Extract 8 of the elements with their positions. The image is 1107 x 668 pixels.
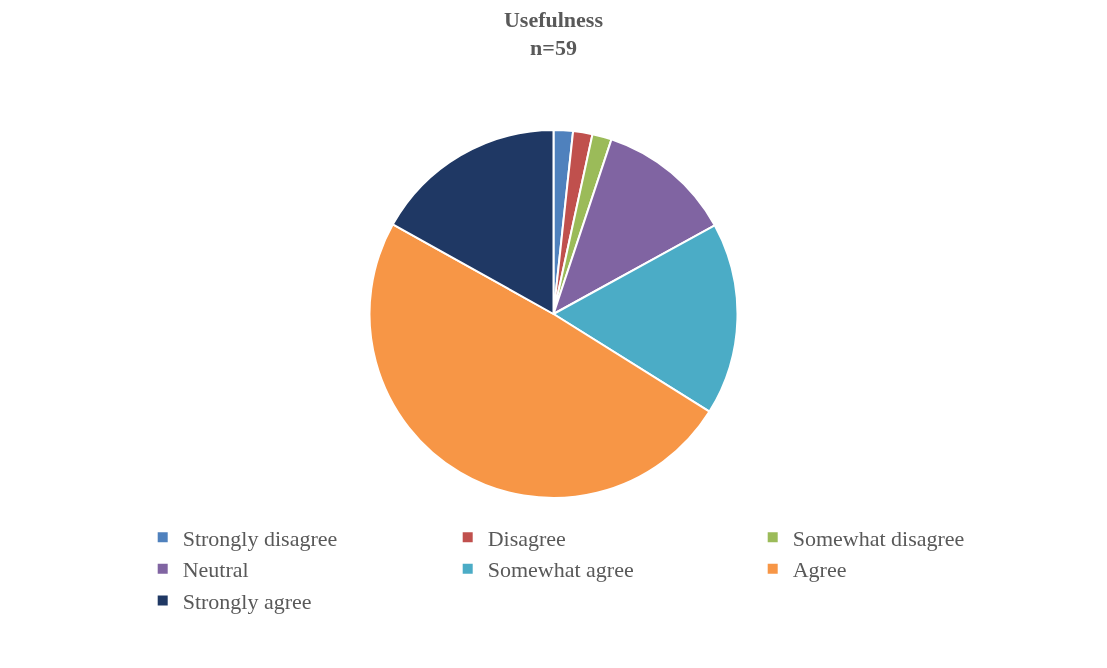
legend-label: Disagree xyxy=(487,525,566,551)
legend-label: Strongly disagree xyxy=(182,525,338,551)
legend-label: Somewhat disagree xyxy=(792,525,965,551)
legend-label: Strongly agree xyxy=(182,588,312,614)
legend-label: Neutral xyxy=(182,557,249,583)
legend-label: Somewhat agree xyxy=(487,557,634,583)
legend-label: Agree xyxy=(792,557,847,583)
chart-title: Usefulness n=59 xyxy=(503,6,604,61)
